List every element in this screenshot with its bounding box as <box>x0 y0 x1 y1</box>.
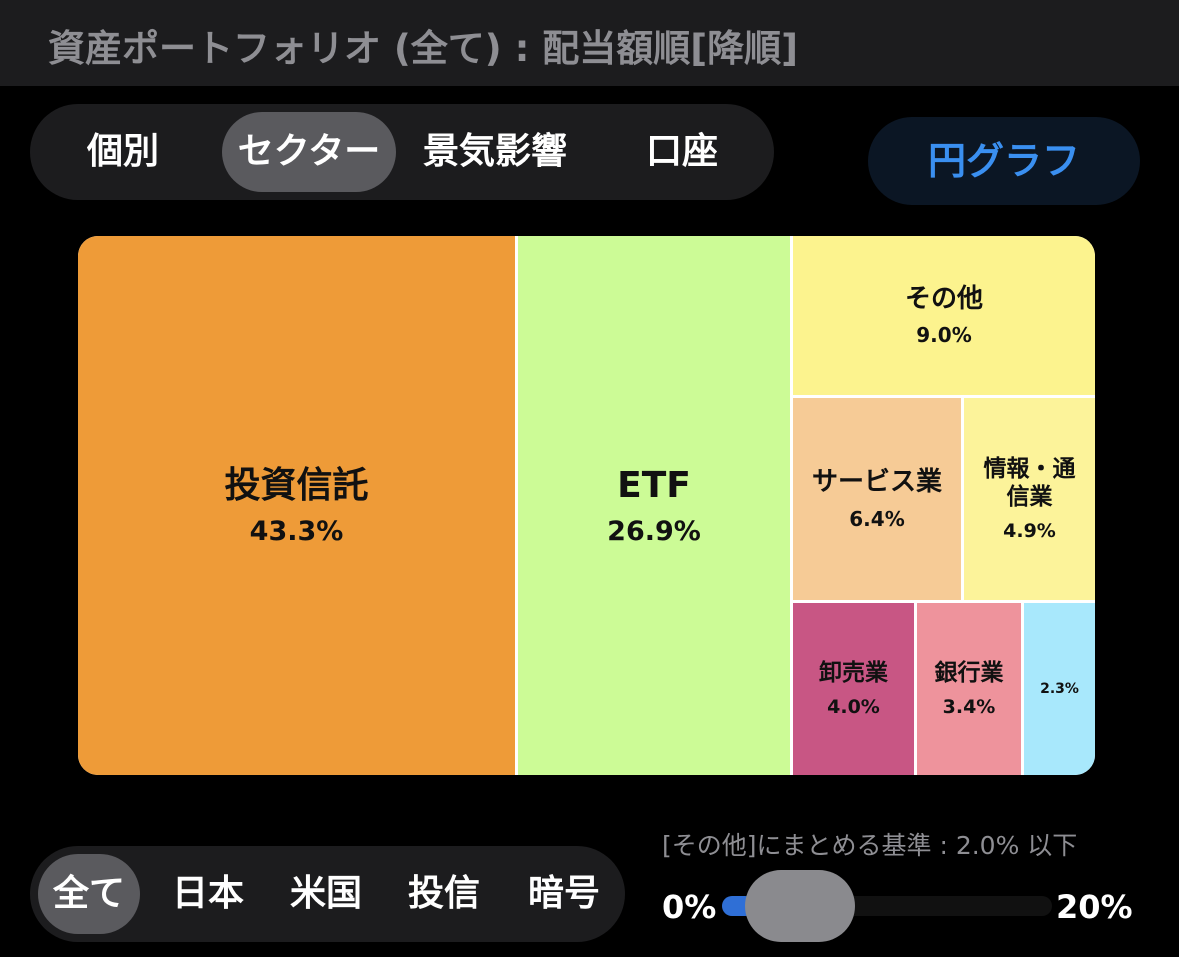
tab-investment-trust[interactable]: 投信 <box>407 873 480 914</box>
tab-crypto[interactable]: 暗号 <box>527 873 600 914</box>
tab-account[interactable]: 口座 <box>645 131 718 172</box>
treemap-cell-banking[interactable]: 銀行業 3.4% <box>917 603 1021 775</box>
cell-label: 情報・通 信業 <box>983 456 1076 510</box>
slider-min-label: 0% <box>662 888 717 926</box>
treemap-cell-services[interactable]: サービス業 6.4% <box>793 398 961 600</box>
cell-percent: 26.9% <box>607 515 701 547</box>
cell-label: 投資信託 <box>224 465 369 507</box>
tab-individual[interactable]: 個別 <box>86 131 159 172</box>
tab-sector[interactable]: セクター <box>222 112 396 192</box>
tab-japan[interactable]: 日本 <box>171 873 244 914</box>
cell-percent: 3.4% <box>942 695 996 718</box>
threshold-caption: [その他]にまとめる基準 : 2.0% 以下 <box>662 831 1078 860</box>
sector-treemap: 投資信託 43.3% ETF 26.9% その他 9.0% サービス業 6.4%… <box>78 236 1095 775</box>
cell-label: 卸売業 <box>819 660 888 687</box>
tab-us[interactable]: 米国 <box>289 873 362 914</box>
cell-percent: 43.3% <box>249 515 344 547</box>
tab-economic-impact[interactable]: 景気影響 <box>422 131 567 172</box>
treemap-cell-wholesale[interactable]: 卸売業 4.0% <box>793 603 914 775</box>
market-segmented-control: 全て 日本 米国 投信 暗号 <box>30 846 625 942</box>
treemap-cell-info-comm[interactable]: 情報・通 信業 4.9% <box>964 398 1095 600</box>
treemap-cell-etf[interactable]: ETF 26.9% <box>518 236 790 775</box>
pie-chart-button[interactable]: 円グラフ <box>868 117 1140 205</box>
cell-percent: 4.0% <box>827 695 880 718</box>
threshold-slider-thumb[interactable] <box>745 870 855 942</box>
tab-all[interactable]: 全て <box>38 854 140 934</box>
cell-label: 銀行業 <box>934 660 1004 687</box>
slider-max-label: 20% <box>1056 888 1133 926</box>
cell-label: ETF <box>617 465 691 507</box>
cell-label: その他 <box>904 283 983 314</box>
treemap-cell-small[interactable]: 2.3% <box>1024 603 1095 775</box>
cell-percent: 2.3% <box>1040 681 1079 697</box>
treemap-cell-other[interactable]: その他 9.0% <box>793 236 1095 395</box>
cell-percent: 4.9% <box>1003 519 1056 542</box>
cell-label: サービス業 <box>811 467 942 498</box>
page-title: 資産ポートフォリオ (全て) : 配当額順[降順] <box>48 27 799 70</box>
cell-percent: 6.4% <box>849 506 905 531</box>
cell-percent: 9.0% <box>916 323 972 348</box>
header-bar: 資産ポートフォリオ (全て) : 配当額順[降順] <box>0 0 1179 86</box>
view-segmented-control: 個別 セクター 景気影響 口座 <box>30 104 774 200</box>
treemap-cell-investment-trust[interactable]: 投資信託 43.3% <box>78 236 515 775</box>
